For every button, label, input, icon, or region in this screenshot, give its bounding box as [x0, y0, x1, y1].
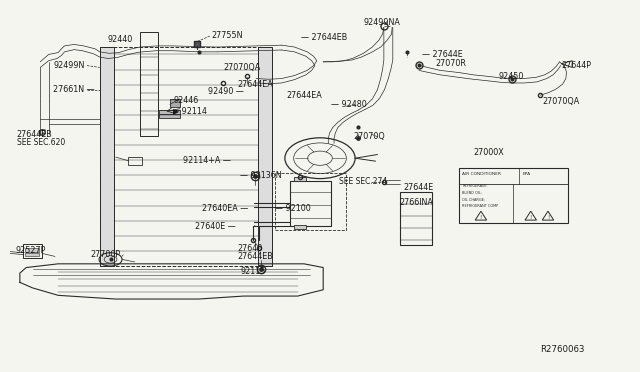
- Text: 27070Q: 27070Q: [354, 132, 385, 141]
- Text: 92440: 92440: [108, 35, 133, 44]
- Text: !: !: [479, 215, 482, 220]
- Text: 27644EB: 27644EB: [17, 129, 52, 139]
- Text: !: !: [547, 215, 549, 220]
- Bar: [460, 168, 568, 223]
- Text: 92446: 92446: [173, 96, 198, 105]
- Text: — 27644EB: — 27644EB: [301, 33, 347, 42]
- Text: 2766lNA: 2766lNA: [400, 198, 434, 207]
- Text: 92490 —: 92490 —: [208, 87, 244, 96]
- Bar: [294, 177, 306, 181]
- Text: 27070QA: 27070QA: [542, 97, 579, 106]
- Bar: [100, 47, 114, 266]
- Bar: [159, 114, 179, 118]
- Bar: [275, 173, 346, 231]
- Text: 27755N: 27755N: [211, 31, 243, 41]
- Text: 27700P: 27700P: [90, 250, 120, 259]
- Text: 92499N: 92499N: [53, 61, 84, 70]
- Text: 27000X: 27000X: [473, 148, 504, 157]
- Text: 27640: 27640: [237, 244, 262, 253]
- Text: 92450: 92450: [499, 72, 524, 81]
- Text: ▶ 92114: ▶ 92114: [173, 106, 207, 115]
- Text: 92114+A —: 92114+A —: [182, 155, 230, 164]
- Text: R2760063: R2760063: [540, 344, 585, 353]
- Text: BLEND OIL:: BLEND OIL:: [463, 191, 483, 195]
- Text: 27070QA: 27070QA: [223, 63, 260, 72]
- Bar: [129, 157, 143, 164]
- Text: 92527P: 92527P: [15, 246, 45, 254]
- Bar: [294, 225, 306, 230]
- Text: 27644EB: 27644EB: [237, 252, 273, 261]
- Text: — 92100: — 92100: [275, 204, 311, 213]
- Bar: [23, 244, 42, 258]
- Text: 27644E: 27644E: [403, 183, 433, 192]
- Text: — 92136N: — 92136N: [240, 171, 282, 180]
- Bar: [290, 181, 332, 226]
- Text: REFRIGERANT:: REFRIGERANT:: [463, 185, 488, 189]
- Text: 27640E —: 27640E —: [195, 222, 236, 231]
- Text: 27644EA: 27644EA: [286, 92, 322, 100]
- Text: — 92480: — 92480: [332, 100, 367, 109]
- Bar: [25, 253, 39, 256]
- Text: !: !: [529, 215, 532, 220]
- Text: 92115: 92115: [240, 267, 266, 276]
- Text: 27644EA: 27644EA: [237, 80, 273, 89]
- Text: OIL CHARGE:: OIL CHARGE:: [463, 198, 485, 202]
- Bar: [170, 99, 180, 107]
- Bar: [159, 110, 179, 115]
- Bar: [258, 47, 272, 266]
- Text: 27661N —: 27661N —: [53, 85, 95, 94]
- Bar: [400, 192, 432, 245]
- Text: 27644P: 27644P: [561, 61, 591, 70]
- Text: SEE SEC.274: SEE SEC.274: [339, 177, 387, 186]
- Text: AIR CONDITIONER: AIR CONDITIONER: [463, 172, 501, 176]
- Text: 27640EA —: 27640EA —: [202, 205, 248, 214]
- Text: 27070R: 27070R: [435, 59, 466, 68]
- Text: 92499NA: 92499NA: [364, 19, 400, 28]
- Text: EPA: EPA: [522, 172, 531, 176]
- Bar: [25, 248, 39, 252]
- Text: — 27644E: — 27644E: [422, 50, 463, 59]
- Bar: [100, 47, 272, 266]
- Text: SEE SEC.620: SEE SEC.620: [17, 138, 65, 147]
- Text: REFRIGERANT COMP: REFRIGERANT COMP: [463, 205, 499, 208]
- Bar: [140, 32, 158, 136]
